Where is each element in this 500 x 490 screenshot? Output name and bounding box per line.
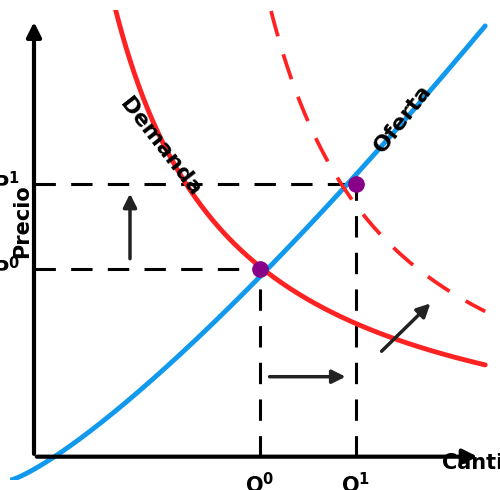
Text: Demanda: Demanda (116, 95, 204, 200)
Text: $\mathbf{P^0}$: $\mathbf{P^0}$ (0, 256, 20, 281)
Text: Cantidad: Cantidad (442, 453, 500, 473)
Text: Precio: Precio (12, 185, 32, 258)
Text: $\mathbf{P^1}$: $\mathbf{P^1}$ (0, 171, 20, 196)
Text: Oferta: Oferta (370, 80, 435, 156)
Text: $\mathbf{Q^1}$: $\mathbf{Q^1}$ (341, 471, 370, 490)
Text: $\mathbf{Q^0}$: $\mathbf{Q^0}$ (245, 471, 274, 490)
